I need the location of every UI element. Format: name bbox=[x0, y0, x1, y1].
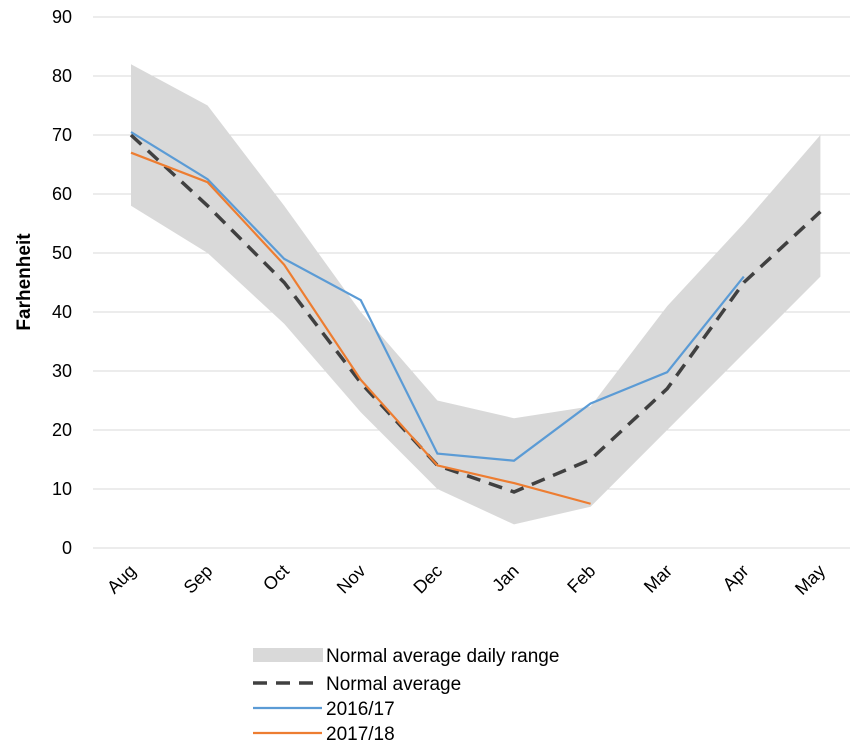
y-tick-label: 20 bbox=[52, 420, 72, 440]
y-tick-label: 10 bbox=[52, 479, 72, 499]
y-tick-label: 0 bbox=[62, 538, 72, 558]
x-tick-label: Apr bbox=[719, 561, 753, 595]
y-tick-label: 30 bbox=[52, 361, 72, 381]
y-tick-label: 50 bbox=[52, 243, 72, 263]
x-tick-label: Mar bbox=[640, 561, 676, 597]
legend-label: 2017/18 bbox=[326, 724, 395, 745]
y-tick-label: 90 bbox=[52, 7, 72, 27]
x-tick-label: Nov bbox=[333, 561, 370, 598]
legend-swatch bbox=[253, 648, 323, 662]
x-tick-label: Feb bbox=[563, 561, 599, 597]
range-area bbox=[131, 64, 821, 525]
y-axis-label: Farhenheit bbox=[14, 233, 35, 331]
x-tick-label: May bbox=[791, 561, 829, 599]
x-tick-label: Sep bbox=[180, 561, 217, 598]
y-tick-label: 60 bbox=[52, 184, 72, 204]
y-tick-label: 40 bbox=[52, 302, 72, 322]
legend-label: Normal average bbox=[326, 674, 461, 695]
legend-label: Normal average daily range bbox=[326, 646, 559, 667]
dashed-line bbox=[129, 133, 822, 494]
x-tick-label: Aug bbox=[103, 561, 140, 598]
x-tick-label: Dec bbox=[409, 561, 446, 598]
line bbox=[130, 151, 591, 505]
line bbox=[130, 131, 745, 462]
y-tick-label: 70 bbox=[52, 125, 72, 145]
legend-label: 2016/17 bbox=[326, 699, 395, 720]
x-tick-label: Jan bbox=[488, 561, 523, 596]
y-tick-label: 80 bbox=[52, 66, 72, 86]
x-tick-label: Oct bbox=[259, 561, 293, 595]
